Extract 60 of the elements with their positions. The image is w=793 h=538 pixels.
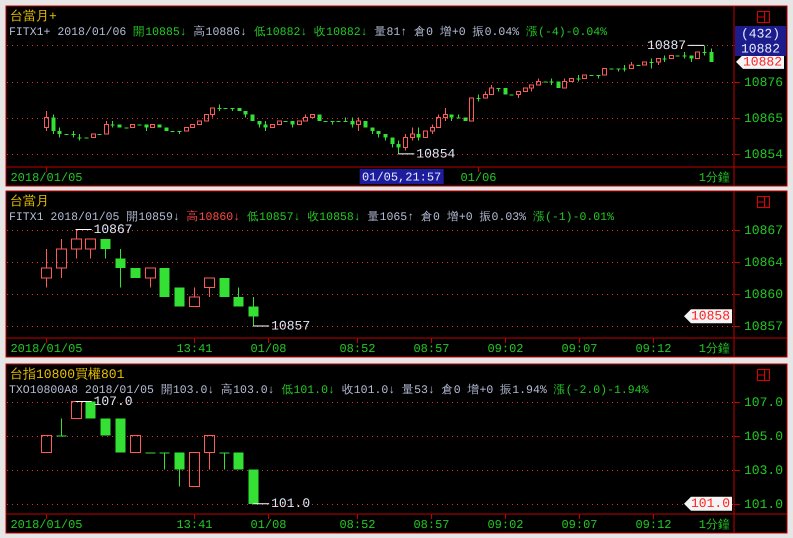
annotation: 10867 (94, 222, 133, 237)
x-tick-label: 09:12 (635, 518, 672, 532)
text: 1分鐘 (698, 171, 730, 185)
candlestick (51, 114, 56, 135)
candlestick (44, 110, 50, 132)
x-tick-label: 09:07 (561, 342, 598, 356)
text: 1分鐘 (698, 518, 730, 532)
text: FITX1 2018/01/05 開10859↓ 高10860↓ 低10857↓ 收10858↓ 量1065↑ 倉0 增+0 振0.03% 漲(-1)-0.01% (9, 211, 614, 224)
y-tick-label: 10876 (744, 74, 783, 90)
candlestick (116, 248, 126, 288)
y-tick-label: 107.0 (744, 394, 783, 410)
candlestick (71, 229, 82, 259)
chart-title: 台當月+ (10, 9, 57, 24)
annotation: 10887 (647, 38, 686, 53)
y-tick-label: 101.0 (744, 496, 783, 512)
text: FITX1+ 2018/01/06 開10885↓ 高10886↓ 低10882↓ 收10882↓ 量81↑ 倉0 增+0 振0.04% 漲(-4)-0.04% (9, 26, 608, 39)
text: 10882 (742, 54, 782, 70)
candlestick (416, 127, 421, 142)
x-tick-label: 08:52 (339, 342, 376, 356)
x-tick-label: 2018/01/05 (10, 342, 83, 356)
x-tick-label: 01/08 (250, 518, 287, 532)
annotation: 101.0 (271, 496, 310, 512)
y-tick-label: 10865 (744, 110, 783, 126)
candlestick (56, 238, 67, 278)
x-tick-label: 08:52 (339, 518, 376, 532)
y-tick-label: 10864 (744, 254, 784, 270)
chart-title: 台當月 (10, 194, 49, 209)
x-tick-label: 2018/01/05 (10, 518, 83, 532)
chart-title: 台指10800買權801 (10, 367, 125, 382)
annotation: 101.0 (690, 496, 730, 512)
x-tick-label: 09:02 (487, 342, 524, 356)
x-tick-label: 01/06 (460, 171, 497, 185)
annotation: 10857 (271, 318, 310, 334)
candlestick (442, 107, 448, 122)
x-tick-label: 2018/01/05 (10, 171, 83, 185)
text: 10882 (740, 41, 780, 56)
x-tick-label: 09:02 (487, 518, 524, 532)
y-tick-label: 10867 (744, 222, 783, 238)
candlestick (396, 140, 401, 154)
candlestick (356, 117, 362, 132)
annotation: 10854 (416, 146, 456, 162)
text: 01/05,21:57 (362, 170, 442, 185)
candlestick (41, 248, 52, 288)
x-tick-label: 08:57 (413, 518, 450, 532)
x-tick-label: 09:12 (635, 342, 672, 356)
y-tick-label: 105.0 (744, 428, 783, 444)
candlestick (248, 296, 258, 326)
x-tick-label: 13:41 (176, 518, 213, 532)
y-tick-label: 10854 (744, 146, 784, 162)
text: 1分鐘 (698, 342, 730, 356)
candlestick (350, 117, 355, 128)
x-tick-label: 13:41 (176, 342, 213, 356)
annotation: 10858 (690, 308, 730, 324)
y-tick-label: 103.0 (744, 462, 783, 478)
text: (432) (740, 26, 780, 42)
y-tick-label: 10860 (744, 286, 783, 302)
x-tick-label: 01/08 (250, 342, 287, 356)
x-tick-label: 09:07 (561, 518, 598, 532)
x-tick-label: 08:57 (413, 342, 450, 356)
y-tick-label: 10857 (744, 318, 783, 334)
